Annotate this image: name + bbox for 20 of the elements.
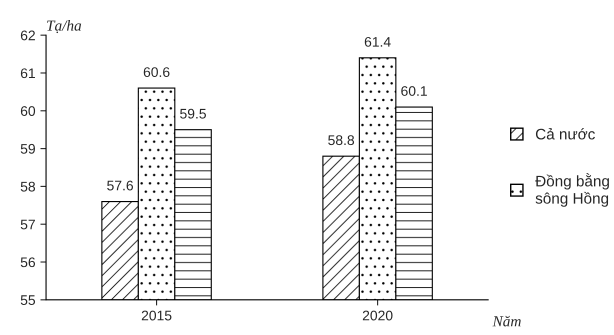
data-label: 60.6 [144, 67, 170, 78]
y-tick-label: 60 [20, 106, 36, 116]
data-label: 58.8 [328, 135, 354, 146]
data-label: 59.5 [180, 108, 206, 119]
legend-label: Đồng bằng sông Hồng [535, 173, 609, 207]
y-axis-title: Tạ/ha [47, 20, 82, 34]
y-tick-label: 61 [20, 68, 35, 78]
y-tick-label: 62 [20, 30, 35, 40]
y-tick-label: 55 [20, 295, 36, 305]
x-axis-title: Năm [492, 316, 521, 326]
y-tick-label: 56 [20, 257, 36, 268]
y-tick-label: 59 [20, 144, 35, 154]
legend-label: Cả nước [536, 128, 595, 140]
y-tick-label: 58 [20, 182, 36, 192]
y-tick-label: 57 [20, 220, 35, 230]
x-tick-label: 2020 [362, 310, 393, 320]
x-tick-label: 2015 [142, 310, 172, 320]
data-label: 60.1 [401, 86, 427, 96]
data-label: 57.6 [107, 180, 134, 190]
data-label: 61.4 [364, 36, 391, 47]
